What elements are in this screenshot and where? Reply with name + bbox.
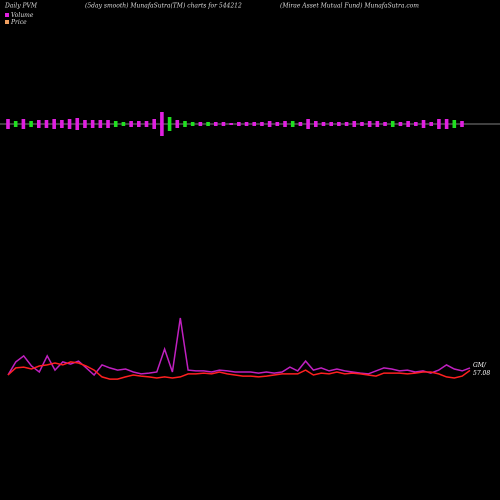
volume-bar [36, 120, 41, 128]
chart-source: (Mirae Asset Mutual Fund) MunafaSutra.co… [280, 3, 419, 10]
volume-bar [398, 122, 403, 126]
volume-bar [137, 121, 141, 127]
volume-bar [6, 119, 10, 129]
volume-bar [244, 122, 249, 126]
volume-bar [360, 122, 364, 126]
volume-bar [52, 119, 56, 129]
legend-label: Price [10, 19, 27, 26]
volume-bar [452, 120, 457, 128]
volume-bar [290, 121, 295, 127]
volume-bar [83, 120, 87, 128]
volume-bar [321, 122, 326, 126]
volume-bar [160, 112, 164, 136]
volume-bar [437, 119, 441, 129]
price-line [7, 317, 471, 377]
volume-bar [175, 120, 180, 128]
volume-bar [260, 122, 264, 126]
volume-bar [44, 120, 49, 128]
legend-label: Volume [11, 12, 34, 19]
price-line [7, 361, 471, 380]
chart-title: Daily PVM [4, 3, 38, 10]
volume-bar [352, 121, 357, 127]
volume-bar [329, 122, 333, 126]
volume-bar [252, 122, 257, 126]
volume-bar [267, 121, 272, 127]
chart-subtitle: (5day smooth) MunafaSutra(TM) charts for… [85, 3, 242, 10]
volume-bar [152, 119, 157, 129]
volume-bar [206, 122, 210, 126]
volume-bar [444, 119, 449, 129]
volume-bar [21, 119, 26, 129]
volume-bar [183, 121, 187, 127]
volume-bar [129, 121, 133, 127]
legend-swatch [5, 13, 9, 17]
volume-bar [60, 120, 64, 128]
volume-bar [67, 119, 72, 129]
volume-bar [29, 121, 33, 127]
volume-bar [144, 121, 149, 127]
volume-bar [198, 122, 203, 126]
volume-bar [13, 121, 18, 127]
volume-bar [275, 122, 280, 126]
volume-bar [421, 120, 426, 128]
volume-bar [298, 122, 303, 126]
volume-bar [375, 121, 380, 127]
volume-bar [390, 121, 395, 127]
volume-bar [429, 122, 434, 126]
volume-bar [221, 122, 226, 126]
last-price-label: 57.08 [473, 370, 490, 377]
price-tag: GM/ [473, 362, 487, 369]
volume-bar [75, 118, 80, 130]
volume-bar [306, 119, 310, 129]
volume-bar [121, 122, 126, 126]
legend-swatch [5, 20, 9, 24]
volume-bar [344, 122, 349, 126]
volume-bar [190, 122, 195, 126]
volume-bar [383, 122, 387, 126]
volume-bar [337, 122, 341, 126]
volume-bar [460, 121, 464, 127]
volume-bar [313, 121, 318, 127]
volume-bar [367, 121, 372, 127]
volume-bar [98, 120, 103, 128]
volume-bar [237, 122, 241, 126]
volume-bar [113, 121, 118, 127]
volume-bar [106, 120, 110, 128]
volume-bar [90, 120, 95, 128]
volume-bar [167, 117, 172, 131]
volume-bar [213, 122, 218, 126]
volume-bar [229, 123, 233, 125]
volume-bar [406, 121, 410, 127]
volume-bar [414, 122, 418, 126]
volume-bar [283, 121, 287, 127]
